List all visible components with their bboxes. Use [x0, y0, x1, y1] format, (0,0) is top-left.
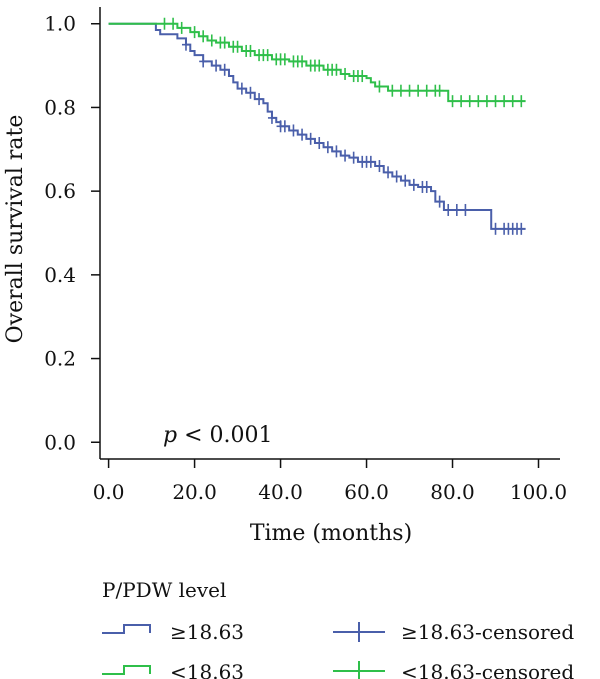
y-tick-label: 0.6 [44, 179, 76, 203]
censor-mark [500, 95, 509, 108]
censor-mark [220, 63, 229, 76]
legend: P/PDW level ≥18.63 <18.63 ≥18.63-censore… [102, 578, 574, 679]
censor-mark [263, 49, 272, 62]
censor-mark [169, 17, 178, 30]
censor-mark [358, 70, 367, 83]
censor-mark [332, 63, 341, 76]
censor-mark [323, 141, 332, 154]
censor-mark [482, 95, 491, 108]
censor-mark [517, 222, 526, 235]
legend-title: P/PDW level [102, 578, 226, 602]
censor-mark [280, 120, 289, 133]
censor-mark [409, 178, 418, 191]
censor-mark [396, 84, 405, 97]
censor-mark [341, 149, 350, 162]
censor-mark [298, 128, 307, 141]
censor-mark [366, 155, 375, 168]
censor-mark [435, 195, 444, 208]
ticks: 0.0 20.0 40.0 60.0 80.0 100.0 0.0 0.2 0.4 0.6 0.8 1… [44, 12, 567, 504]
censor-mark [452, 203, 461, 216]
censor-mark [414, 84, 423, 97]
legend-step-swatch-low [102, 665, 151, 675]
censor-mark [491, 95, 500, 108]
censor-mark [267, 111, 276, 124]
censor-mark [315, 59, 324, 72]
censor-mark [298, 55, 307, 68]
censor-mark [177, 21, 186, 34]
legend-step-swatch-high [102, 624, 151, 634]
p-symbol: p [163, 423, 177, 448]
legend-censor-swatch-low [333, 661, 385, 679]
censor-mark [375, 80, 384, 93]
censor-mark [392, 170, 401, 183]
y-tick-label: 0.4 [44, 263, 76, 287]
censor-mark [341, 67, 350, 80]
y-tick-label: 0.2 [44, 347, 76, 371]
censor-mark [517, 95, 526, 108]
censor-mark [246, 86, 255, 99]
censor-mark [315, 137, 324, 150]
censor-mark [289, 124, 298, 137]
censor-mark [461, 203, 470, 216]
censor-mark [220, 36, 229, 49]
censor-mark [465, 95, 474, 108]
censor-mark [349, 151, 358, 164]
legend-label-low: <18.63 [170, 660, 244, 679]
censor-mark [237, 82, 246, 95]
x-tick-label: 60.0 [344, 480, 389, 504]
censor-mark [207, 34, 216, 47]
x-tick-label: 80.0 [430, 480, 475, 504]
series-1 [108, 17, 526, 108]
censor-mark [199, 55, 208, 68]
censor-mark [246, 44, 255, 57]
censor-mark [181, 38, 190, 51]
legend-label-high-censored: ≥18.63-censored [401, 620, 574, 644]
legend-label-low-censored: <18.63-censored [401, 660, 574, 679]
censor-mark [233, 40, 242, 53]
survival-step-line [108, 22, 526, 230]
censor-mark [306, 132, 315, 145]
y-tick-label: 1.0 [44, 12, 76, 36]
y-axis-title: Overall survival rate [3, 115, 28, 344]
censor-mark [375, 160, 384, 173]
x-axis-title: Time (months) [250, 521, 412, 546]
x-tick-label: 40.0 [258, 480, 303, 504]
censor-mark [491, 222, 500, 235]
censor-mark [388, 84, 397, 97]
survival-step-line [108, 22, 526, 103]
censor-mark [405, 84, 414, 97]
censor-mark [448, 95, 457, 108]
censor-mark [474, 95, 483, 108]
censor-mark [422, 84, 431, 97]
x-tick-label: 0.0 [93, 480, 125, 504]
y-tick-label: 0.8 [44, 95, 76, 119]
censor-mark [255, 93, 264, 106]
p-value-annotation: p < 0.001 [163, 423, 273, 448]
censor-mark [508, 95, 517, 108]
censor-mark [444, 203, 453, 216]
series-layer [108, 17, 526, 235]
censor-mark [199, 30, 208, 43]
censor-mark [401, 174, 410, 187]
censor-mark [160, 17, 169, 30]
censor-mark [422, 180, 431, 193]
legend-label-high: ≥18.63 [170, 620, 244, 644]
x-tick-label: 20.0 [172, 480, 217, 504]
censor-mark [212, 59, 221, 72]
censor-mark [280, 53, 289, 66]
p-value-text: < 0.001 [177, 423, 272, 448]
censor-mark [457, 95, 466, 108]
series-0 [108, 22, 526, 235]
legend-censor-swatch-high [333, 622, 385, 642]
y-tick-label: 0.0 [44, 430, 76, 454]
censor-mark [332, 145, 341, 158]
censor-mark [190, 26, 199, 39]
axes [99, 7, 560, 460]
censor-mark [384, 166, 393, 179]
censor-mark [435, 84, 444, 97]
x-tick-label: 100.0 [510, 480, 567, 504]
